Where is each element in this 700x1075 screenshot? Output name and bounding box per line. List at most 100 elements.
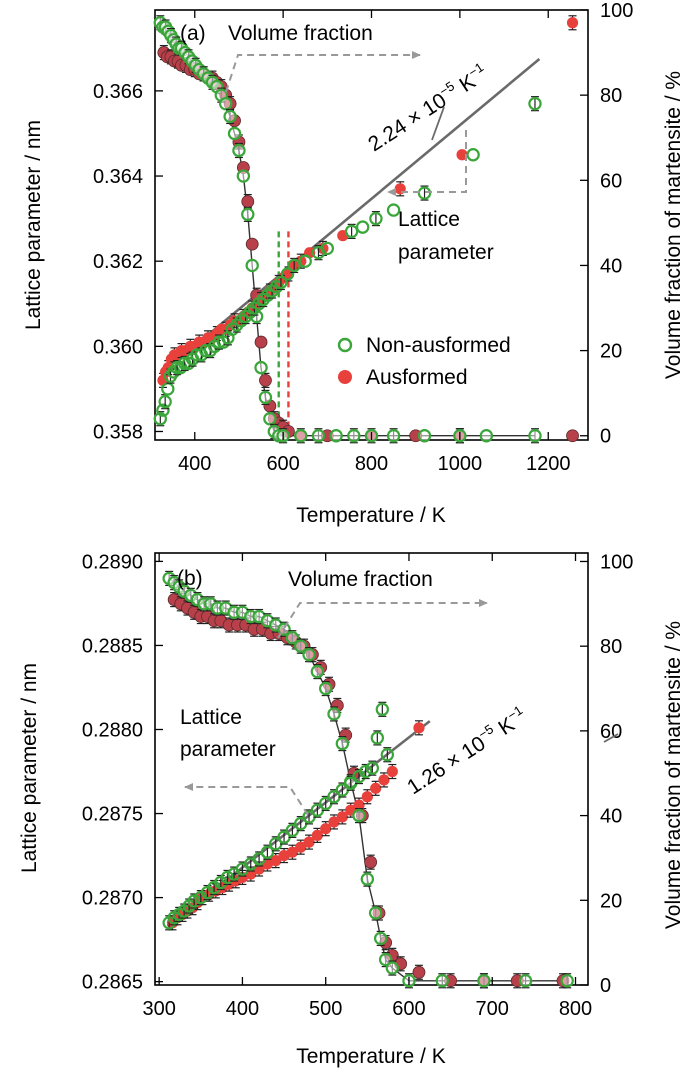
lattice-annotation-line1-a: Lattice: [398, 208, 460, 231]
non-ausformed-lattice-point-b: [187, 894, 201, 908]
ausformed-lattice-point-b: [361, 791, 373, 803]
x-tick-label-a: 1000: [438, 453, 483, 475]
non-ausformed-volume-fraction-point-a: [347, 429, 361, 443]
non-ausformed-volume-fraction-point-a: [241, 207, 255, 222]
ausformed-volume-fraction-point-a: [566, 429, 579, 443]
legend-a: Non-ausformed Ausformed: [337, 334, 511, 389]
non-ausformed-volume-fraction-point-b: [368, 906, 383, 920]
x-tick-label-b: 800: [559, 998, 592, 1020]
ausformed-volume-fraction-point-a: [241, 195, 255, 208]
non-ausformed-volume-fraction-point-b: [435, 974, 449, 988]
non-ausformed-volume-fraction-point-b: [378, 952, 393, 967]
svg-text:1.26 × 10−5 K−1: 1.26 × 10−5 K−1: [402, 702, 532, 799]
non-ausformed-lattice-point-a: [287, 258, 301, 273]
y2-tick-label-b: 0: [600, 975, 611, 997]
x-tick-label-b: 600: [392, 998, 425, 1020]
y2-tick-label-b: 80: [600, 636, 622, 658]
ausformed-lattice-point-b: [353, 799, 365, 811]
non-ausformed-volume-fraction-point-a: [386, 429, 401, 443]
y-tick-label-b: 0.2885: [82, 635, 143, 657]
panel-label-b: (b): [177, 567, 203, 590]
y-axis-title-a: Lattice parameter / nm: [22, 120, 45, 330]
non-ausformed-lattice-point-a: [280, 267, 295, 281]
panel-b: 300 400 500 600 700 8000.28650.28700.28750.28…: [18, 551, 685, 1068]
legend-label-non-ausformed: Non-ausformed: [366, 334, 511, 357]
non-ausformed-volume-fraction-point-b: [335, 736, 350, 751]
non-ausformed-lattice-point-a: [298, 254, 312, 268]
y2-tick-label-b: 40: [600, 806, 622, 828]
y-axis-title-b: Lattice parameter / nm: [18, 663, 41, 873]
non-ausformed-lattice-point-b: [220, 870, 235, 885]
non-ausformed-lattice-point-a: [344, 224, 359, 239]
non-ausformed-lattice-point-a: [274, 275, 288, 290]
non-ausformed-volume-fraction-point-b: [285, 631, 300, 645]
non-ausformed-volume-fraction-point-a: [236, 169, 251, 183]
ausformed-volume-fraction-point-a: [245, 237, 259, 251]
y-tick-label-a: 0.360: [93, 336, 143, 358]
ausformed-volume-fraction-point-a: [254, 335, 268, 349]
x-tick-label-b: 700: [476, 998, 509, 1020]
non-ausformed-volume-fraction-point-b: [477, 974, 491, 988]
non-ausformed-volume-fraction-point-a: [258, 390, 273, 405]
ausformed-lattice-point-b: [295, 841, 307, 853]
y2-tick-label-a: 20: [600, 341, 622, 363]
ausformed-lattice-point-b: [413, 722, 425, 734]
non-ausformed-volume-fraction-point-a: [263, 412, 277, 426]
fit-label-leader-a: [431, 106, 445, 141]
non-ausformed-volume-fraction-point-b: [294, 639, 308, 653]
x-tick-label-a: 800: [355, 453, 388, 475]
non-ausformed-volume-fraction-point-b: [518, 974, 533, 988]
non-ausformed-volume-fraction-point-a: [223, 109, 237, 124]
volume-fraction-arrow-b: [277, 599, 488, 639]
x-tick-label-a: 400: [178, 453, 211, 475]
non-ausformed-lattice-point-a: [369, 211, 383, 226]
legend-label-ausformed: Ausformed: [366, 366, 468, 389]
x-axis-title-a: Temperature / K: [296, 504, 445, 527]
non-ausformed-volume-fraction-point-a: [218, 96, 233, 111]
non-ausformed-volume-fraction-point-b: [360, 872, 375, 886]
non-ausformed-lattice-point-a: [528, 96, 542, 111]
volume-fraction-guide-curve-b: [168, 577, 568, 982]
volume-fraction-arrow-a: [225, 51, 421, 93]
x-tick-label-b: 400: [226, 998, 259, 1020]
volume-fraction-annotation-a: Volume fraction: [228, 22, 373, 45]
lattice-arrow-a: [387, 130, 467, 196]
legend-marker-non-ausformed: [337, 337, 353, 353]
ausformed-lattice-point-b: [336, 811, 348, 823]
y2-tick-label-a: 60: [600, 170, 622, 192]
x-axis-title-b: Temperature / K: [296, 1045, 445, 1068]
non-ausformed-volume-fraction-point-b: [319, 681, 333, 696]
data-layer-b: [162, 570, 574, 989]
x-tick-label-a: 1200: [526, 453, 571, 475]
non-ausformed-lattice-point-a: [156, 403, 170, 417]
ausformed-lattice-point-b: [320, 823, 332, 835]
non-ausformed-volume-fraction-point-a: [479, 429, 494, 443]
y2-axis-title-b: Volume fraction of martensite / %: [662, 621, 685, 929]
non-ausformed-volume-fraction-point-a: [329, 429, 343, 443]
ausformed-volume-fraction-point-a: [259, 373, 272, 387]
non-ausformed-volume-fraction-point-b: [310, 664, 325, 679]
y2-tick-label-a: 40: [600, 255, 622, 277]
non-ausformed-volume-fraction-point-b: [385, 961, 400, 975]
y2-tick-label-b: 60: [600, 721, 622, 743]
non-ausformed-lattice-point-a: [153, 412, 168, 426]
non-ausformed-volume-fraction-point-b: [327, 707, 341, 721]
ticks-a: 400 600 800 1000 12000.3580.3600.3620.3640.3…: [93, 0, 633, 475]
non-ausformed-volume-fraction-point-b: [352, 808, 366, 823]
ausformed-lattice-point-b: [328, 816, 340, 828]
volume-fraction-annotation-b: Volume fraction: [288, 568, 433, 591]
plot-frame-b: [154, 552, 589, 986]
non-ausformed-volume-fraction-point-a: [417, 429, 432, 443]
non-ausformed-lattice-point-a: [355, 220, 370, 234]
ausformed-lattice-point-a: [566, 17, 579, 29]
y2-tick-label-a: 80: [600, 85, 622, 107]
y2-tick-label-a: 0: [600, 426, 611, 448]
lattice-annotation-line1-b: Lattice: [180, 706, 242, 729]
x-tick-label-a: 600: [266, 453, 299, 475]
non-ausformed-lattice-point-b: [380, 748, 395, 762]
non-ausformed-lattice-point-b: [365, 761, 380, 775]
lattice-arrow-b: [184, 783, 309, 816]
non-ausformed-volume-fraction-point-a: [528, 429, 542, 443]
y-tick-label-a: 0.364: [93, 166, 143, 188]
